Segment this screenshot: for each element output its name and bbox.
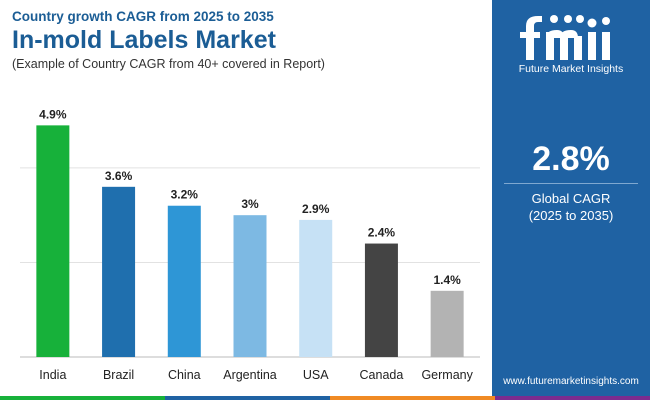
sidebar-panel: Future Market Insights 2.8% Global CAGR … [492, 0, 650, 400]
global-cagr-label: Global CAGR [531, 191, 611, 206]
global-cagr-period: (2025 to 2035) [528, 208, 614, 223]
fmi-logo-mark [520, 15, 610, 60]
bar-germany [430, 290, 464, 357]
x-tick-label-argentina: Argentina [223, 368, 277, 382]
strip-segment [165, 396, 330, 400]
bar-brazil [102, 186, 136, 357]
x-tick-label-germany: Germany [421, 368, 473, 382]
bar-chart: 4.9% India 3.6% Brazil 3.2% China 3% Argentina 2… [20, 107, 480, 382]
x-tick-label-brazil: Brazil [103, 368, 134, 382]
website-link[interactable]: www.futuremarketinsights.com [503, 376, 639, 387]
data-label-india: 4.9% [39, 107, 67, 121]
bar-india [36, 125, 70, 357]
bar-canada [364, 243, 398, 357]
strip-segment [0, 396, 165, 400]
data-label-usa: 2.9% [302, 202, 330, 216]
bar-chart-svg: 4.9% India 3.6% Brazil 3.2% China 3% Argentina 2… [20, 107, 480, 382]
data-label-argentina: 3% [241, 197, 259, 211]
x-tick-label-india: India [39, 368, 66, 382]
logo-text: Future Market Insights [518, 63, 624, 75]
x-tick-label-canada: Canada [360, 368, 404, 382]
data-label-brazil: 3.6% [105, 169, 133, 183]
chart-header: Country growth CAGR from 2025 to 2035 In… [12, 8, 482, 72]
x-tick-label-china: China [168, 368, 201, 382]
data-label-germany: 1.4% [433, 273, 461, 287]
bar-china [167, 205, 201, 357]
fmi-logo: Future Market Insights [492, 8, 650, 78]
bar-argentina [233, 215, 267, 357]
data-label-china: 3.2% [171, 188, 199, 202]
x-tick-label-usa: USA [303, 368, 329, 382]
chart-title: In-mold Labels Market [12, 26, 276, 54]
global-cagr-value: 2.8% [532, 140, 610, 178]
bar-usa [299, 219, 333, 357]
chart-note: (Example of Country CAGR from 40+ covere… [12, 57, 325, 71]
strip-segment [330, 396, 495, 400]
data-label-canada: 2.4% [368, 226, 396, 240]
divider [504, 183, 638, 184]
chart-subtitle: Country growth CAGR from 2025 to 2035 [12, 9, 274, 24]
strip-segment [495, 396, 650, 400]
